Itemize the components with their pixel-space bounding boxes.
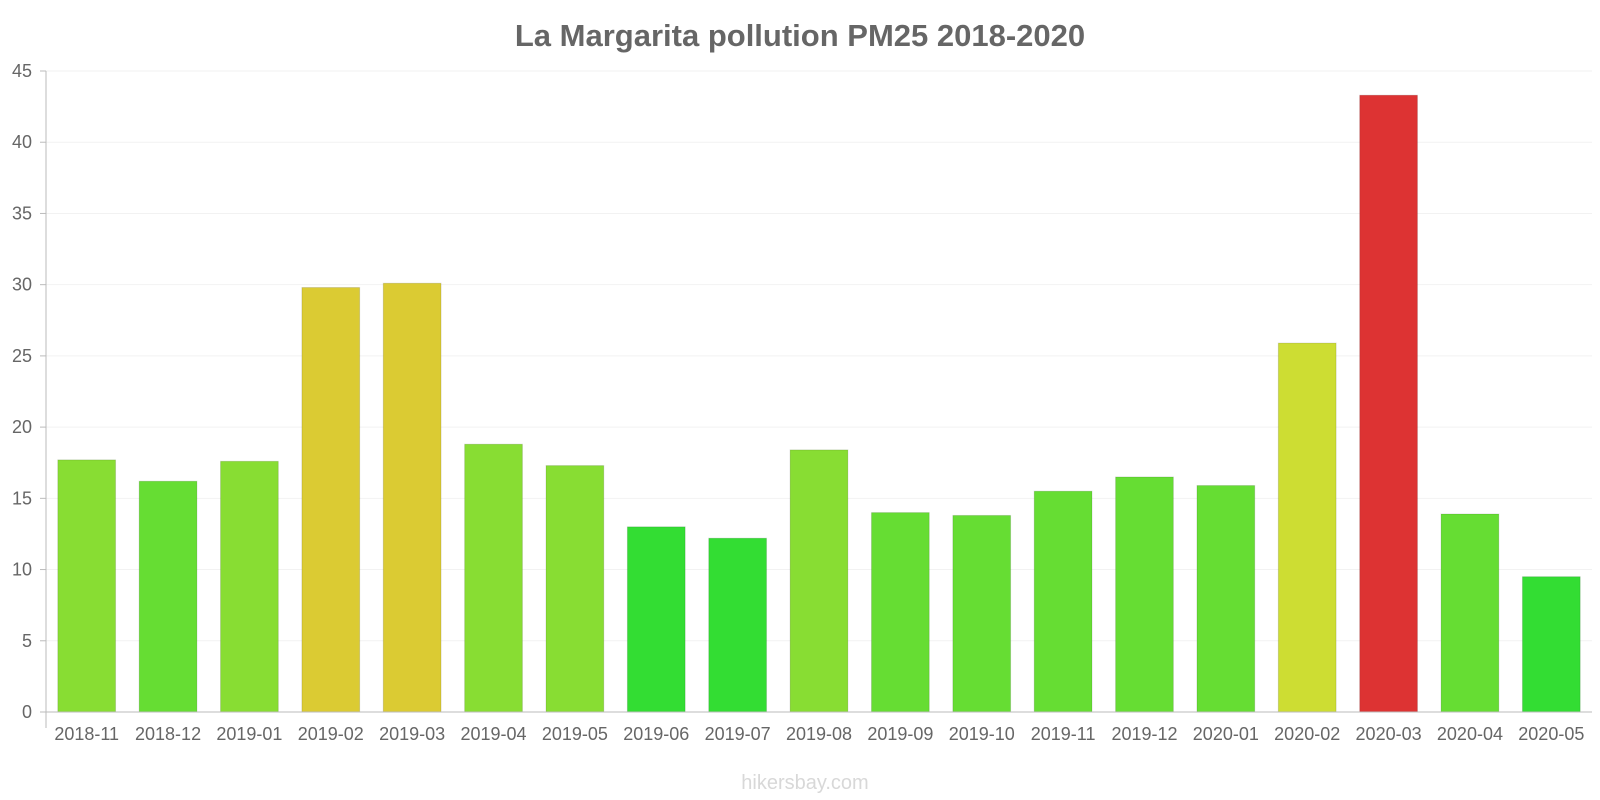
x-tick-label: 2020-04 [1437, 724, 1503, 744]
bar-2019-05[interactable] [545, 465, 605, 713]
bar-2019-09[interactable] [870, 512, 930, 713]
y-tick-labels: 0 5 10 15 20 25 30 35 40 45 [12, 61, 46, 722]
bar-2019-01[interactable] [220, 460, 279, 713]
bar-2020-05[interactable] [1521, 576, 1581, 713]
x-tick-label: 2019-12 [1111, 724, 1177, 744]
bar-2019-06[interactable] [626, 526, 686, 713]
x-tick-label: 2020-02 [1274, 724, 1340, 744]
y-tick-label: 15 [12, 488, 32, 508]
x-tick-label: 2020-05 [1518, 724, 1584, 744]
bar-2020-04[interactable] [1440, 513, 1500, 713]
chart-title: La Margarita pollution PM25 2018-2020 [515, 18, 1085, 53]
watermark: hikersbay.com [741, 772, 868, 794]
x-tick-label: 2020-03 [1356, 724, 1422, 744]
bar-2018-11[interactable] [57, 459, 117, 713]
y-tick-label: 40 [12, 132, 32, 152]
bar-2019-10[interactable] [952, 514, 1012, 713]
y-tick-label: 10 [12, 560, 32, 580]
y-tick-label: 35 [12, 203, 32, 223]
bar-2020-01[interactable] [1196, 485, 1256, 713]
bar-2019-02[interactable] [301, 287, 361, 713]
x-tick-label: 2019-01 [216, 724, 282, 744]
x-tick-label: 2019-11 [1031, 724, 1096, 744]
x-tick-label: 2018-11 [54, 724, 119, 744]
x-tick-label: 2019-04 [460, 724, 526, 744]
y-tick-label: 5 [22, 631, 32, 651]
bar-2019-11[interactable] [1033, 490, 1093, 713]
bar-2019-03[interactable] [382, 282, 442, 713]
bar-2019-04[interactable] [464, 443, 523, 713]
x-tick-label: 2019-06 [623, 724, 689, 744]
bars [57, 94, 1581, 713]
bar-2018-12[interactable] [138, 480, 198, 713]
axes [45, 71, 1592, 728]
y-tick-label: 0 [22, 702, 32, 722]
x-tick-label: 2018-12 [135, 724, 201, 744]
x-tick-labels: 2018-11 2018-12 2019-01 2019-02 2019-03 2019-… [54, 724, 1584, 744]
x-tick-label: 2019-09 [867, 724, 933, 744]
x-tick-label: 2019-07 [705, 724, 771, 744]
x-tick-label: 2019-05 [542, 724, 608, 744]
bar-2020-02[interactable] [1277, 342, 1337, 713]
bar-2019-12[interactable] [1115, 476, 1174, 713]
y-tick-label: 20 [12, 417, 32, 437]
bar-2019-07[interactable] [708, 537, 768, 713]
y-tick-label: 45 [12, 61, 32, 81]
x-tick-label: 2019-10 [949, 724, 1015, 744]
y-tick-label: 30 [12, 275, 32, 295]
bar-2020-03[interactable] [1359, 94, 1418, 713]
x-tick-label: 2020-01 [1193, 724, 1259, 744]
x-tick-label: 2019-08 [786, 724, 852, 744]
bar-2019-08[interactable] [789, 449, 849, 713]
x-tick-label: 2019-03 [379, 724, 445, 744]
y-tick-label: 25 [12, 346, 32, 366]
x-tick-label: 2019-02 [298, 724, 364, 744]
